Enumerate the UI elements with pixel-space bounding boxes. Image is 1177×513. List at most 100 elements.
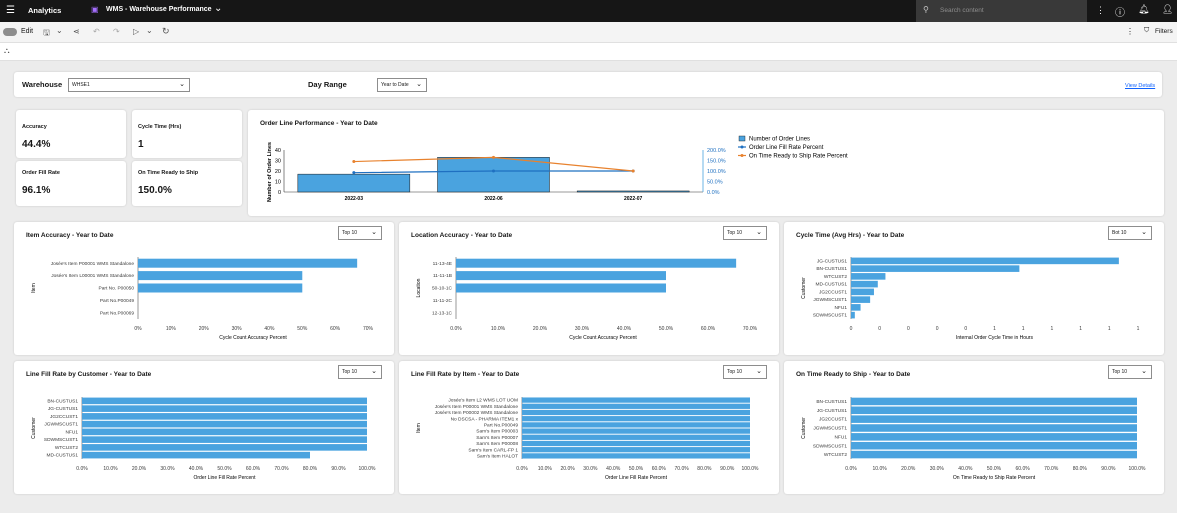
- filters-label[interactable]: Filters: [1155, 28, 1173, 35]
- category-label: 11-13-4E: [433, 261, 452, 267]
- y-tick-label: 40: [275, 148, 281, 154]
- kpi-label: Cycle Time (Hrs): [138, 124, 182, 130]
- chevron-down-icon[interactable]: ⌄: [56, 26, 63, 35]
- refresh-icon[interactable]: ↻: [162, 26, 170, 36]
- search-input[interactable]: Search content: [940, 7, 984, 14]
- item-accuracy-card: Item Accuracy - Year to Date Top 10 ⌄ Jos…: [14, 222, 394, 355]
- category-label: Josée's Item P00001 WMS Standalone: [435, 404, 519, 410]
- app-name: Analytics: [28, 6, 62, 15]
- x-tick-label: 40.0%: [617, 326, 632, 332]
- bottom-n-select[interactable]: Bot 10 ⌄: [1108, 226, 1152, 240]
- y-axis-title: Location: [416, 278, 422, 297]
- save-icon[interactable]: 🖫︎: [43, 28, 50, 37]
- data-bar: [522, 434, 750, 440]
- search-icon: ⚲: [923, 5, 929, 14]
- report-title[interactable]: WMS - Warehouse Performance: [106, 6, 212, 13]
- search-box[interactable]: ⚲ Search content: [916, 0, 1087, 22]
- top-n-select[interactable]: Top 10 ⌄: [1108, 365, 1152, 379]
- kpi-card-order-fill-rate: Order Fill Rate 96.1%: [16, 161, 126, 206]
- category-label: Josée's Item L2 WMS LOT UOM: [448, 398, 518, 404]
- user-icon[interactable]: 👤︎: [1162, 4, 1174, 14]
- data-bar: [522, 403, 750, 409]
- x-tick-label: 70.0%: [675, 466, 690, 472]
- chevron-down-icon[interactable]: ⌄: [146, 26, 153, 35]
- category-label: 50-10-1C: [432, 286, 453, 292]
- x-tick-label: 70%: [363, 326, 374, 332]
- category-label: Josée's Item P00001 WMS Standalone: [51, 261, 135, 267]
- x-tick-label: 20.0%: [901, 466, 916, 472]
- category-label: Part No.P00049: [100, 298, 134, 304]
- undo-icon[interactable]: ↶: [93, 27, 100, 36]
- data-bar: [522, 428, 750, 434]
- top-n-select[interactable]: Top 10 ⌄: [723, 365, 767, 379]
- x-tick-label: 1: [993, 326, 996, 332]
- category-label: No DSCSA - PHARMA ITEM1 x: [451, 416, 519, 422]
- chevron-down-icon: ⌄: [179, 81, 185, 88]
- pin-icon[interactable]: ⛬: [4, 46, 10, 55]
- category-label: JG-CUSTUS1: [817, 408, 847, 414]
- overflow-menu-icon[interactable]: ⋮: [1126, 27, 1134, 36]
- top-n-select[interactable]: Top 10 ⌄: [338, 365, 382, 379]
- x-tick-label: 30%: [232, 326, 243, 332]
- chart-title: Line Fill Rate by Customer - Year to Dat…: [26, 371, 152, 378]
- category-label: MD-CUSTUS1: [47, 453, 79, 459]
- category-label: Sam's Item CARL-FP 1: [468, 447, 518, 453]
- chevron-down-icon[interactable]: ⌄: [214, 3, 223, 14]
- top-n-select[interactable]: Top 10 ⌄: [338, 226, 382, 240]
- data-bar: [522, 453, 750, 459]
- legend-swatch-dot: [740, 145, 744, 149]
- x-tick-label: 80.0%: [697, 466, 712, 472]
- day-range-select[interactable]: Year to Date ⌄: [377, 78, 427, 92]
- data-bar: [851, 304, 861, 311]
- data-bar: [82, 420, 367, 428]
- x-tick-label: 70.0%: [274, 466, 289, 472]
- notification-icon[interactable]: 🔔︎: [1138, 4, 1150, 14]
- category-label: Sam's Item P00008: [476, 441, 518, 447]
- category-label: BN-CUSTUS1: [816, 266, 847, 272]
- kpi-value: 150.0%: [138, 185, 172, 196]
- category-label: Part No. P00050: [99, 286, 135, 292]
- view-details-link[interactable]: View Details: [1125, 83, 1156, 89]
- edit-toolbar: Edit 🖫︎ ⌄ ⋖ ↶ ↷ ▷ ⌄ ↻ ⋮ ⛉ Filters: [0, 22, 1177, 43]
- data-bar: [851, 424, 1137, 432]
- x-tick-label: 0.0%: [76, 466, 88, 472]
- x-tick-label: 40%: [264, 326, 275, 332]
- edit-toggle[interactable]: [3, 28, 17, 36]
- x-tick-label: 30.0%: [160, 466, 175, 472]
- x-tick-label: 30.0%: [575, 326, 590, 332]
- chevron-down-icon: ⌄: [1141, 229, 1147, 236]
- redo-icon[interactable]: ↷: [113, 27, 120, 36]
- line-fill-customer-chart: BN-CUSTUS1 JG-CUSTUS1 JG2CCUST1 JGWMSCUST1N…: [31, 397, 376, 481]
- share-icon[interactable]: ⋖: [73, 27, 80, 36]
- x-axis-title: Cycle Count Accuracy Percent: [219, 335, 287, 341]
- play-icon[interactable]: ▷: [133, 27, 140, 36]
- warehouse-select[interactable]: WHSE1 ⌄: [68, 78, 190, 92]
- data-bar: [522, 416, 750, 422]
- data-bar: [851, 433, 1137, 441]
- top-n-select[interactable]: Top 10 ⌄: [723, 226, 767, 240]
- x-tick-label: 70.0%: [743, 326, 758, 332]
- legend-label: Order Line Fill Rate Percent: [749, 145, 824, 151]
- data-bar: [851, 450, 1137, 459]
- x-tick-label: 50.0%: [629, 466, 644, 472]
- order-lines-bar: [576, 190, 690, 193]
- secondary-toolbar: ⛬: [0, 43, 1177, 61]
- overflow-menu-icon[interactable]: ⋮: [1096, 5, 1105, 15]
- y2-tick-label: 0.0%: [707, 190, 720, 196]
- help-icon[interactable]: ⓘ: [1115, 8, 1125, 19]
- chevron-down-icon: ⌄: [756, 229, 762, 236]
- data-bar: [851, 441, 1137, 450]
- x-tick-label: 2022-07: [624, 196, 643, 202]
- category-label: BN-CUSTUS1: [816, 399, 847, 405]
- x-tick-label: 0: [907, 326, 910, 332]
- category-label: NFU1: [65, 429, 78, 435]
- hamburger-menu-icon[interactable]: ☰: [6, 5, 15, 16]
- series-point: [492, 155, 495, 159]
- top-n-value: Top 10: [727, 230, 743, 236]
- x-tick-label: 70.0%: [1044, 466, 1059, 472]
- x-tick-label: 50.0%: [987, 466, 1002, 472]
- x-tick-label: 0: [878, 326, 881, 332]
- item-accuracy-chart: Josée's Item P00001 WMS Standalone Josée'…: [31, 257, 374, 341]
- filter-icon[interactable]: ⛉: [1144, 27, 1150, 34]
